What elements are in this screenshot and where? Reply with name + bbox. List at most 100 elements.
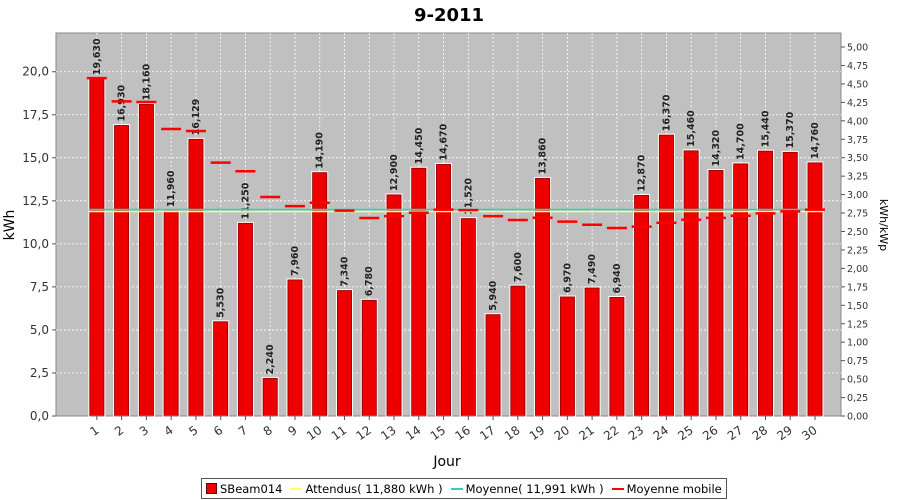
y-tick-label: 7,5 <box>30 280 49 294</box>
legend-swatch-moyenne <box>450 487 463 490</box>
bar-value-label: 15,460 <box>686 110 697 147</box>
y-tick-label: 5,0 <box>30 323 49 337</box>
bar <box>385 193 403 417</box>
bar-value-label: 14,190 <box>315 132 326 169</box>
y-tick-label: 0,0 <box>30 409 49 423</box>
x-axis-label: Jour <box>432 454 461 470</box>
x-tick-label: 27 <box>725 423 746 443</box>
bar <box>583 286 601 417</box>
bar <box>707 169 725 417</box>
x-tick-label: 20 <box>552 423 573 443</box>
y2-tick-label: 2,00 <box>847 264 868 275</box>
bar-value-label: 14,320 <box>711 129 722 166</box>
y2-tick-label: 5,00 <box>847 43 868 54</box>
bar <box>459 217 477 417</box>
y2-tick-label: 4,25 <box>847 98 868 109</box>
y2-tick-label: 4,75 <box>847 61 868 72</box>
x-tick-label: 21 <box>576 423 597 443</box>
x-tick-label: 14 <box>403 423 424 443</box>
bar-value-label: 11,250 <box>240 182 251 219</box>
bar <box>484 313 502 417</box>
bar-value-label: 12,870 <box>637 154 648 191</box>
y-axis-label: kWh <box>2 210 18 241</box>
bar-value-label: 2,240 <box>265 344 276 374</box>
x-tick-label: 1 <box>87 423 101 439</box>
legend-label-sbeam: SBeam014 <box>220 481 283 496</box>
bar-value-label: 6,940 <box>612 263 623 293</box>
chart-svg: 9-2011 0,0 2,5 5,0 7,5 10,0 12,5 15,0 17,5 2 0,0 … <box>2 5 890 470</box>
y2-tick-label: 1,00 <box>847 338 868 349</box>
bar-value-label: 6,780 <box>364 266 375 296</box>
x-tick-label: 12 <box>353 423 374 443</box>
bar-value-label: 18,160 <box>141 63 152 100</box>
legend-item-sbeam: SBeam014 <box>206 482 282 496</box>
bar <box>682 149 700 417</box>
x-tick-label: 25 <box>675 423 696 443</box>
y2-tick-label: 1,25 <box>847 319 868 330</box>
bar <box>187 137 205 417</box>
y2-tick-label: 3,00 <box>847 190 868 201</box>
y2-tick-label: 2,50 <box>847 227 868 238</box>
bar <box>88 77 106 417</box>
x-tick-label: 19 <box>527 423 548 443</box>
y2-tick-label: 1,75 <box>847 282 868 293</box>
bar <box>781 150 799 417</box>
x-tick-label: 9 <box>285 423 299 439</box>
legend-swatch-bar <box>206 483 217 494</box>
x-tick-label: 3 <box>137 423 151 439</box>
x-tick-label: 17 <box>477 423 498 443</box>
x-tick-label: 11 <box>329 423 350 443</box>
legend-item-moving-average: Moyenne mobile <box>611 482 722 496</box>
x-tick-label: 13 <box>378 423 399 443</box>
bar-value-label: 6,970 <box>562 263 573 293</box>
bar-value-label: 14,450 <box>414 127 425 164</box>
bar-value-label: 16,129 <box>191 99 202 136</box>
bar-value-label: 14,700 <box>736 123 747 160</box>
x-tick-label: 26 <box>700 423 721 443</box>
bar-value-label: 14,760 <box>810 122 821 159</box>
y-tick-label: 17,5 <box>22 108 49 122</box>
y-tick-label: 15,0 <box>22 151 49 165</box>
x-tick-label: 10 <box>304 423 325 443</box>
bar-value-label: 7,960 <box>290 246 301 276</box>
x-tick-label: 16 <box>452 423 473 443</box>
y2-tick-label: 0,50 <box>847 375 868 386</box>
y2-tick-label: 3,50 <box>847 153 868 164</box>
legend-swatch-attendus <box>290 487 303 490</box>
x-tick-label: 2 <box>112 423 126 439</box>
bar-value-label: 5,530 <box>216 287 227 317</box>
bar <box>732 162 750 417</box>
y2-axis-label: kWh/kWp <box>877 199 890 251</box>
legend: SBeam014 Attendus( 11,880 kWh ) Moyenne(… <box>201 478 727 499</box>
bar-value-label: 16,930 <box>117 85 128 122</box>
x-tick-label: 22 <box>601 423 622 443</box>
x-tick-label: 24 <box>651 423 672 443</box>
y2-axis: 0,00 0,25 0,50 0,75 1,00 1,25 1,50 1,75 2,00 2,25… <box>841 43 868 423</box>
bar-value-label: 15,370 <box>785 111 796 148</box>
bar <box>261 376 279 417</box>
legend-item-attendus: Attendus( 11,880 kWh ) <box>290 481 443 496</box>
bar <box>162 209 180 417</box>
y2-tick-label: 3,75 <box>847 135 868 146</box>
legend-item-moyenne: Moyenne( 11,991 kWh ) <box>450 482 604 496</box>
x-tick-label: 30 <box>799 423 820 443</box>
bar <box>137 102 155 417</box>
y2-tick-label: 3,25 <box>847 172 868 183</box>
x-tick-label: 7 <box>236 423 250 439</box>
x-tick-label: 15 <box>428 423 449 443</box>
bar <box>806 161 824 417</box>
x-tick-label: 28 <box>750 423 771 443</box>
y2-tick-label: 2,25 <box>847 245 868 256</box>
x-tick-label: 8 <box>261 423 275 439</box>
y2-tick-label: 1,50 <box>847 301 868 312</box>
bar <box>113 124 131 417</box>
x-tick-label: 5 <box>186 423 200 439</box>
x-tick-label: 23 <box>626 423 647 443</box>
bar <box>212 320 230 417</box>
bar-value-label: 11,960 <box>166 170 177 207</box>
x-tick-label: 6 <box>211 423 225 439</box>
bar <box>608 296 626 417</box>
y-axis: 0,0 2,5 5,0 7,5 10,0 12,5 15,0 17,5 20,0 <box>22 65 56 423</box>
bar <box>236 221 254 417</box>
legend-label-attendus: Attendus( 11,880 kWh ) <box>305 481 443 496</box>
